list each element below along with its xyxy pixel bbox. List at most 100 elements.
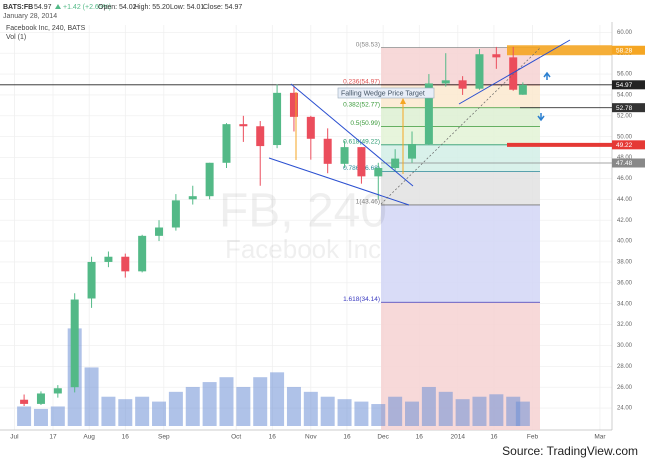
y-tick-label: 60.00 — [617, 30, 633, 36]
candle-body — [70, 299, 79, 388]
candle-body — [424, 83, 433, 144]
fib-label: 1(43.46) — [356, 199, 380, 206]
y-tick-label: 42.00 — [617, 218, 633, 224]
y-tick-label: 46.00 — [617, 176, 633, 182]
volume-bar — [388, 396, 403, 426]
fib-label: 0.618(49.22) — [343, 139, 380, 146]
candle-body — [222, 124, 231, 163]
candle-body — [289, 92, 298, 117]
volume-bar — [489, 394, 504, 426]
x-tick-label: 16 — [269, 434, 277, 441]
price-tag-label: 54.97 — [616, 82, 633, 89]
y-tick-label: 38.00 — [617, 260, 633, 266]
last-price: 54.97 — [34, 4, 52, 11]
candle-body — [475, 54, 484, 89]
volume-bar — [33, 408, 48, 426]
date: January 28, 2014 — [3, 13, 57, 20]
fib-zone — [381, 204, 540, 303]
x-tick-label: Dec — [377, 434, 389, 441]
candle-body — [104, 256, 113, 262]
volume-bar — [515, 401, 530, 426]
x-tick-label: 16 — [416, 434, 424, 441]
volume-bar — [286, 386, 301, 426]
price-tag-label: 47.48 — [616, 160, 633, 167]
fib-zone — [381, 171, 540, 205]
candle-body — [205, 162, 214, 197]
candle-body — [374, 168, 383, 177]
x-tick-label: 17 — [49, 434, 57, 441]
x-tick-label: Aug — [83, 434, 95, 441]
fib-zone — [381, 107, 540, 127]
x-tick-label: 16 — [490, 434, 498, 441]
volume-bar — [152, 401, 167, 426]
volume-bar — [438, 391, 453, 426]
volume-bar — [337, 399, 352, 426]
y-tick-label: 26.00 — [617, 385, 633, 391]
annotation-box — [337, 87, 435, 99]
volume-bar — [202, 382, 217, 426]
watermark: Facebook Inc — [225, 234, 381, 264]
change: +1.42 (+2.65%) — [63, 4, 111, 11]
background-layer — [0, 22, 613, 431]
price-tag — [612, 45, 645, 55]
watermark: FB, 240 — [219, 185, 387, 238]
candle-body — [357, 147, 366, 177]
price-tag — [612, 140, 645, 150]
volume-legend: Vol (1) — [6, 34, 26, 41]
candle-body — [20, 399, 29, 404]
candle-body — [87, 261, 96, 299]
volume-bar — [270, 372, 285, 426]
volume-bar — [472, 396, 487, 426]
volume-bar — [135, 396, 150, 426]
volume-bar — [371, 404, 386, 426]
candle-body — [256, 126, 265, 147]
volume-bar — [421, 386, 436, 426]
volume-bar — [84, 367, 99, 426]
x-tick-label: Mar — [594, 434, 606, 441]
fib-trend-line — [380, 47, 541, 205]
candle-body — [306, 116, 315, 139]
volume-bar — [236, 386, 251, 426]
up-arrow — [543, 71, 551, 80]
down-arrow — [537, 113, 545, 122]
candle-body — [492, 54, 501, 58]
candle-body — [188, 196, 197, 200]
source: Source: TradingView.com — [502, 444, 638, 458]
volume-bar — [405, 401, 420, 426]
x-tick-label: 16 — [122, 434, 130, 441]
candle-body — [391, 158, 400, 169]
volume-bar — [354, 401, 369, 426]
candle-body — [441, 80, 450, 84]
fib-zone — [381, 126, 540, 145]
candle-body — [171, 200, 180, 228]
trend-line — [458, 39, 571, 105]
volume-bar — [185, 386, 200, 426]
candle-body — [518, 84, 527, 95]
y-tick-label: 44.00 — [617, 197, 633, 203]
open: Open: 54.02 — [98, 4, 137, 11]
volume-bar — [455, 399, 470, 426]
candle-body — [36, 393, 45, 404]
volume-bar — [17, 406, 32, 426]
y-tick-label: 54.00 — [617, 93, 633, 99]
annotation: Falling Wedge Price Target — [341, 90, 425, 97]
y-tick-label: 40.00 — [617, 239, 633, 245]
high: High: 55.20 — [134, 4, 170, 11]
candle-body — [323, 138, 332, 164]
x-tick-label: Oct — [231, 434, 241, 441]
fib-label: 0.5(50.99) — [350, 120, 380, 127]
x-tick-label: Nov — [305, 434, 317, 441]
volume-bar — [101, 396, 116, 426]
fib-label: 1.618(34.14) — [343, 296, 380, 303]
subtitle: Facebook Inc, 240, BATS — [6, 25, 86, 32]
fib-label: 0.236(54.97) — [343, 79, 380, 86]
candle-body — [155, 227, 164, 236]
volume-bar — [320, 396, 335, 426]
x-tick-label: Jul — [10, 434, 19, 441]
candle-body — [458, 80, 467, 89]
volume-bar — [118, 399, 133, 426]
arrow-head — [400, 98, 406, 104]
up-icon — [55, 4, 61, 9]
price-tag-label: 52.78 — [616, 105, 633, 112]
y-tick-label: 34.00 — [617, 301, 633, 307]
